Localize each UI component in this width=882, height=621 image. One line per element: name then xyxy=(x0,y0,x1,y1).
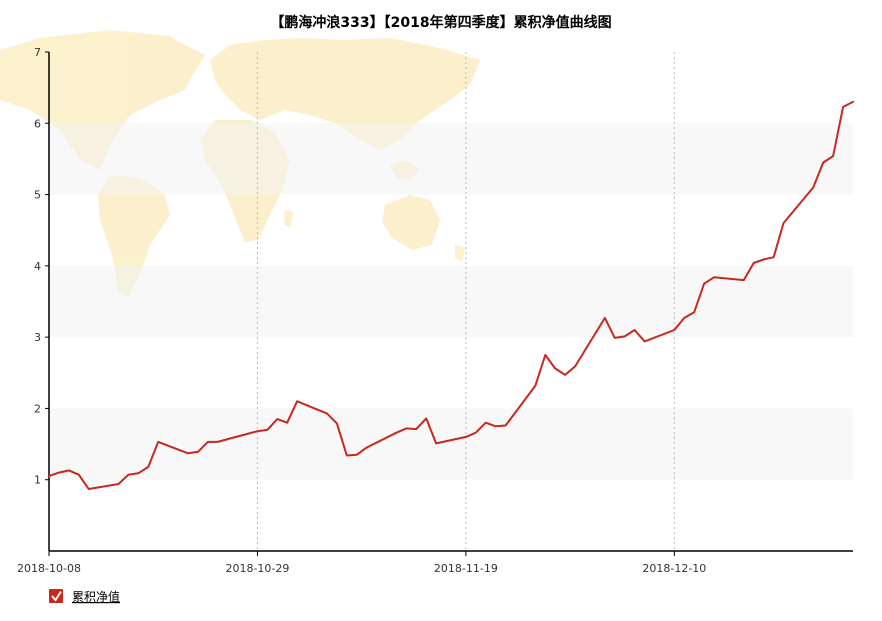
y-tick-label: 5 xyxy=(34,189,41,202)
chart-title: 【鹏海冲浪333】【2018年第四季度】累积净值曲线图 xyxy=(270,14,611,31)
y-tick-label: 2 xyxy=(34,402,41,415)
grid-band xyxy=(49,123,853,195)
y-tick-label: 4 xyxy=(34,260,41,273)
x-axis-ticks: 2018-10-08 2018-10-29 2018-11-19 2018-12-10 xyxy=(17,551,706,575)
grid-band xyxy=(49,265,853,338)
legend[interactable]: 累积净值 xyxy=(49,589,120,604)
grid-band xyxy=(49,408,853,480)
vertical-grid xyxy=(256,52,675,551)
x-tick-label: 2018-11-19 xyxy=(434,562,498,575)
check-icon xyxy=(51,590,62,602)
x-tick-label: 2018-10-08 xyxy=(17,562,81,575)
x-tick-label: 2018-10-29 xyxy=(225,562,289,575)
y-tick-label: 6 xyxy=(34,117,41,130)
y-tick-label: 7 xyxy=(34,46,41,59)
x-tick-label: 2018-12-10 xyxy=(642,562,706,575)
y-tick-label: 1 xyxy=(34,474,41,487)
grid-bands xyxy=(49,123,853,480)
series-line-累积净值 xyxy=(48,100,854,490)
y-tick-label: 3 xyxy=(34,331,41,344)
legend-label[interactable]: 累积净值 xyxy=(72,589,120,604)
